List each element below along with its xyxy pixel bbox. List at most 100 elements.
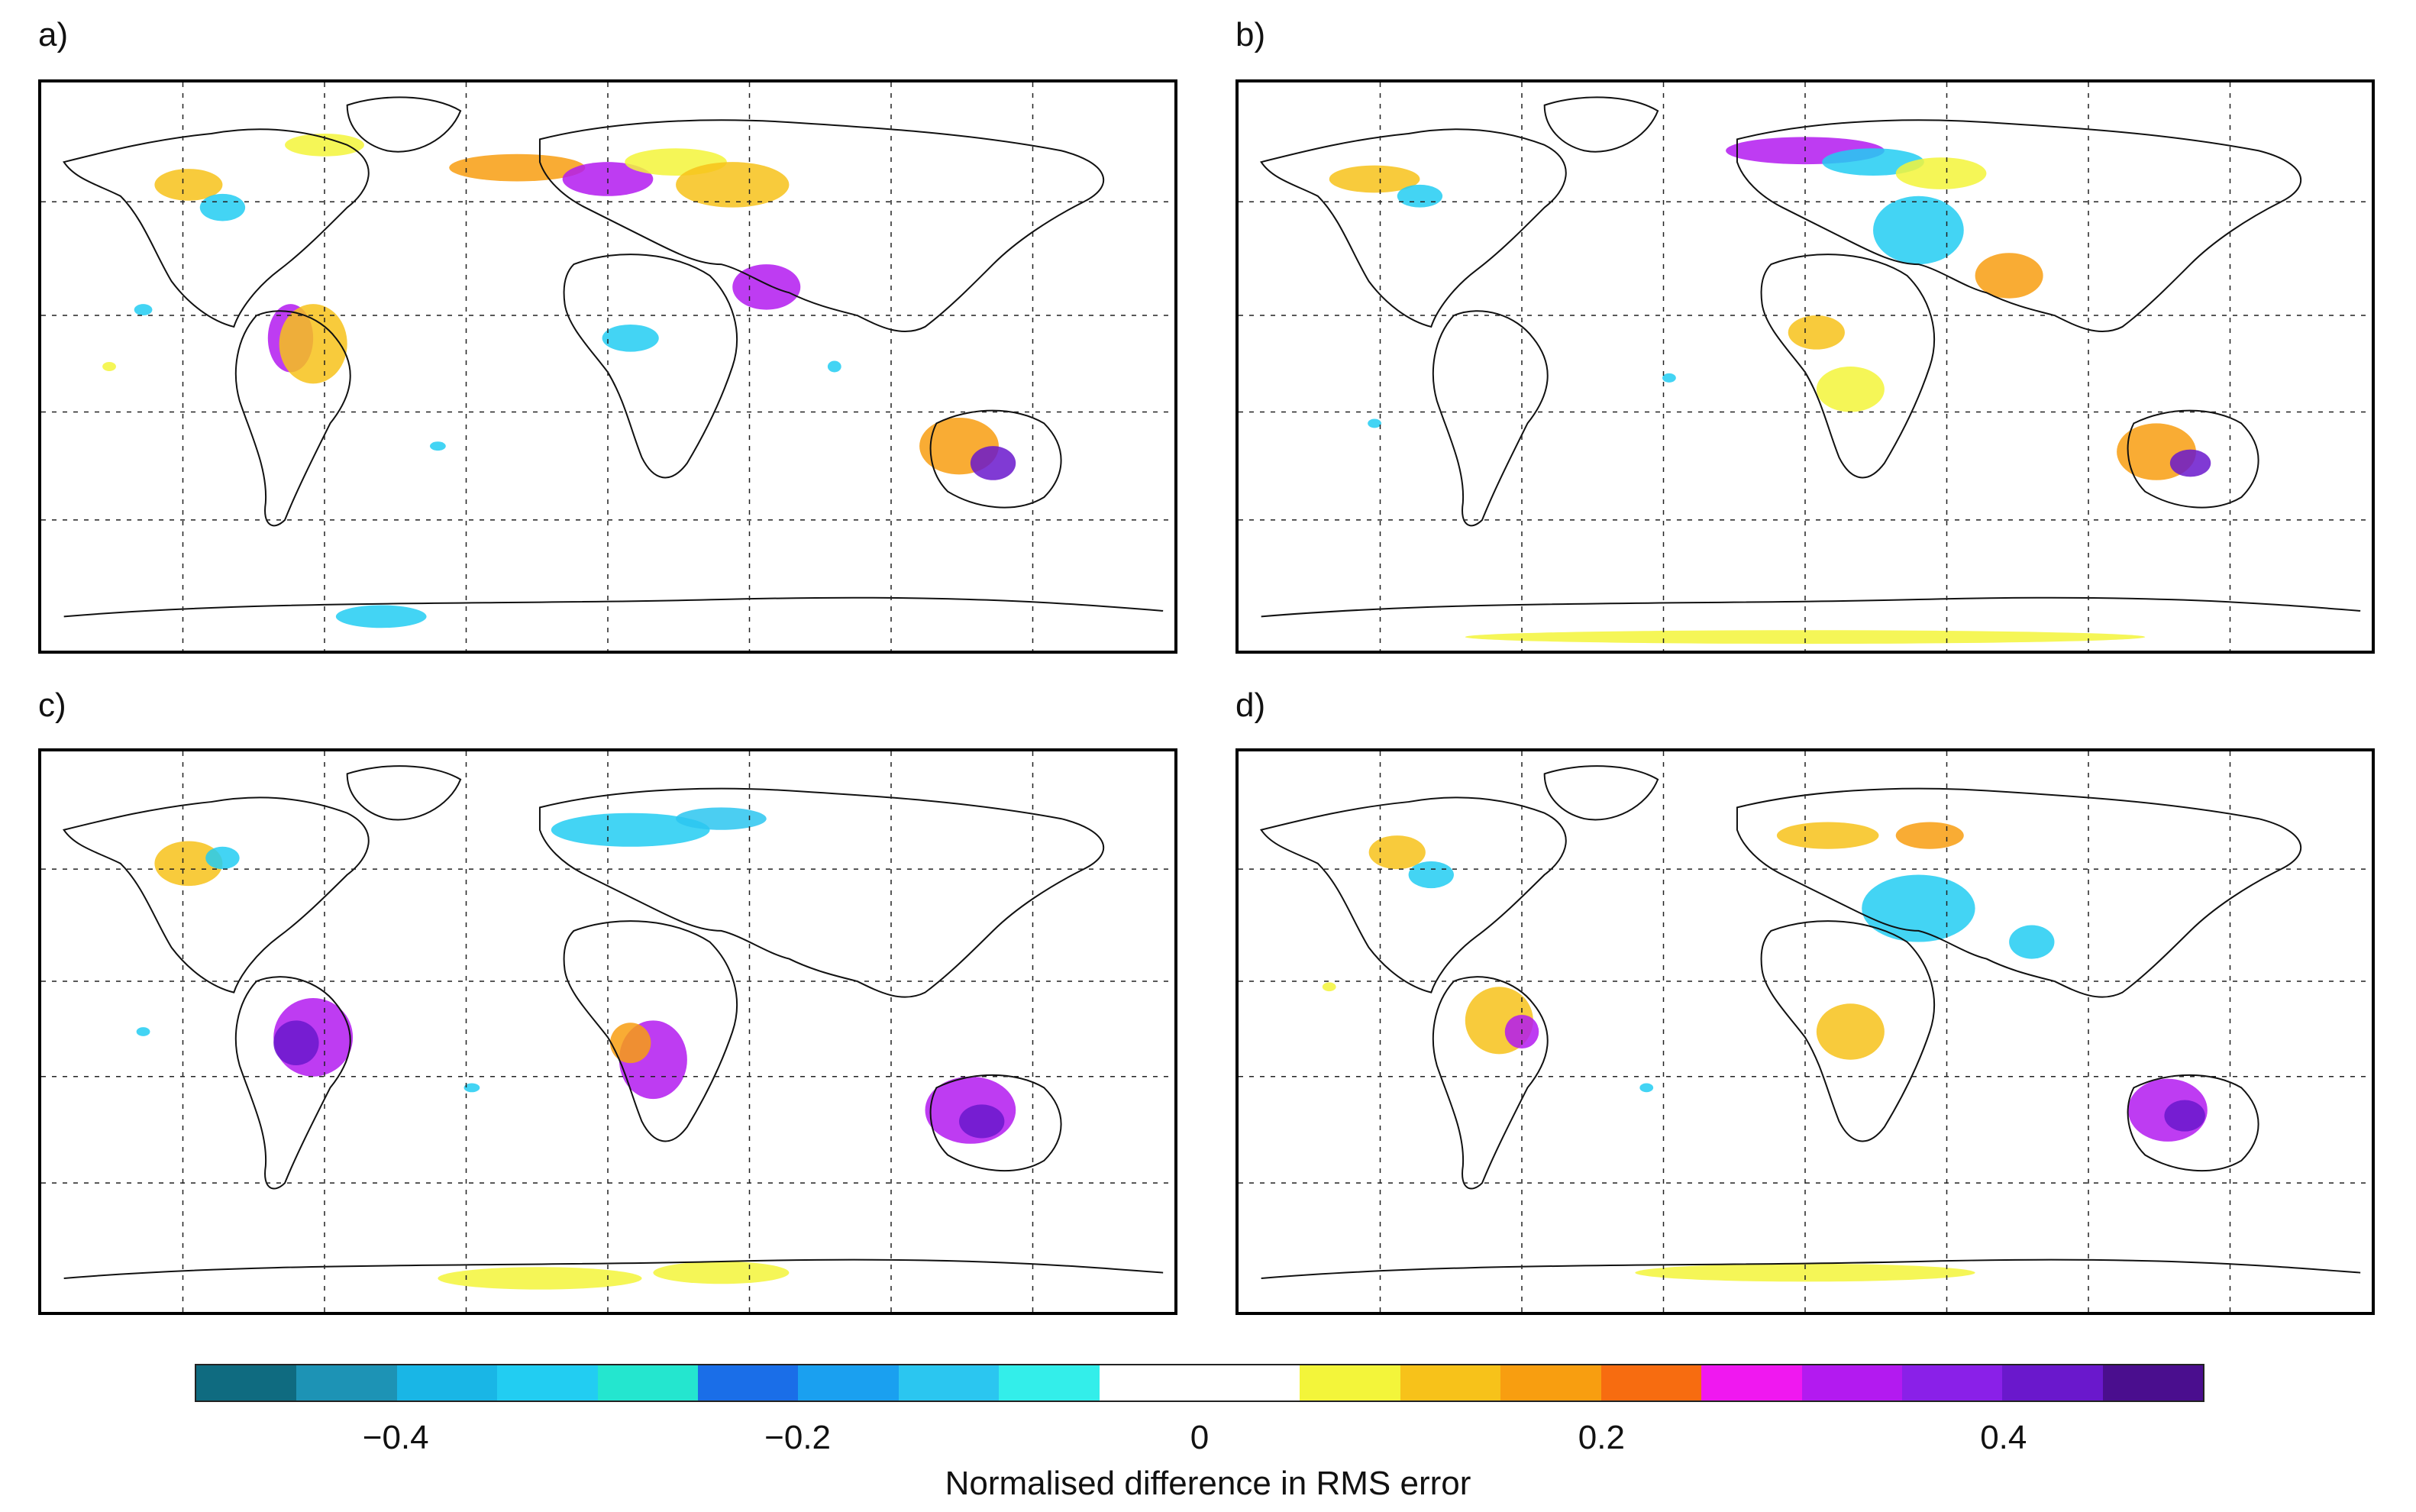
coastline [931,411,1061,508]
colorbar [195,1364,2204,1402]
panel-label-d: d) [1235,687,1266,724]
panel-label-a: a) [38,16,69,53]
coastline [2128,411,2259,508]
colorbar-swatch-17 [1901,1365,2003,1401]
colorbar-tick-label: −0.4 [362,1419,429,1456]
anomaly-blob [449,153,586,182]
map-canvas-c [41,751,1174,1312]
colorbar-tick-label: 0.2 [1578,1419,1625,1456]
coastline [540,789,1103,997]
anomaly-blob [959,1104,1005,1139]
colorbar-swatch-18 [2002,1365,2103,1401]
map-panel-b [1235,79,2375,654]
panel-label-b: b) [1235,16,1266,53]
coastline [1433,977,1548,1188]
map-panel-d [1235,748,2375,1315]
coastline [236,977,350,1188]
anomaly-blob [430,441,446,451]
colorbar-swatch-10 [1200,1365,1300,1401]
coastline [347,97,460,151]
colorbar-swatch-8 [999,1365,1100,1401]
colorbar-swatch-7 [898,1365,1000,1401]
coastline [1545,97,1658,151]
colorbar-swatch-13 [1500,1365,1601,1401]
colorbar-swatch-3 [497,1365,598,1401]
anomaly-blob [1816,367,1885,412]
anomaly-blob [154,841,223,887]
anomaly-blob [279,304,347,384]
anomaly-blob [676,807,767,830]
anomaly-blob [1975,253,2043,299]
map-canvas-b [1239,82,2372,651]
anomaly-blob [676,162,790,208]
coastline [1261,1260,2360,1278]
colorbar-swatch-6 [798,1365,899,1401]
anomaly-blob [154,169,223,201]
anomaly-blob [732,264,801,310]
anomaly-blob [1639,1083,1654,1093]
coastline [347,766,460,819]
anomaly-blob [2164,1100,2205,1132]
coastline [1261,598,2360,617]
anomaly-blob [653,1261,790,1284]
anomaly-blob [609,1023,651,1064]
anomaly-blob [102,362,116,371]
anomaly-blob [551,813,710,847]
anomaly-blob [1788,315,1845,350]
colorbar-swatch-16 [1801,1365,1902,1401]
anomaly-blob [438,1267,642,1290]
coastline [64,1260,1163,1278]
anomaly-blob [1895,822,1964,849]
anomaly-blob [1662,373,1676,383]
anomaly-blob [602,324,659,352]
coastline [64,598,1163,617]
anomaly-blob [134,304,153,316]
coastline [1545,766,1658,819]
colorbar-swatch-15 [1701,1365,1802,1401]
coastline [64,129,369,327]
anomaly-blob [463,1083,480,1093]
coastline [1433,311,1548,525]
coastline [64,797,369,992]
colorbar-tick-label: −0.2 [764,1419,832,1456]
anomaly-blob [1329,165,1420,193]
anomaly-blob [1862,874,1975,942]
anomaly-blob [335,605,427,628]
anomaly-blob [1895,157,1987,189]
colorbar-swatch-4 [597,1365,699,1401]
coastline [564,254,738,477]
colorbar-swatch-1 [296,1365,397,1401]
anomaly-blob [1816,1003,1885,1060]
colorbar-swatch-9 [1099,1365,1200,1401]
colorbar-swatch-2 [396,1365,498,1401]
anomaly-blob [1776,822,1879,849]
anomaly-blob [199,193,246,221]
colorbar-swatch-14 [1600,1365,1702,1401]
anomaly-blob [285,133,364,157]
anomaly-blob [2169,449,2211,477]
coastline [564,921,738,1141]
colorbar-swatch-5 [698,1365,799,1401]
anomaly-blob [1408,861,1454,889]
coastline [1261,129,1566,327]
coastline [1762,921,1935,1141]
anomaly-blob [1465,630,2146,645]
anomaly-blob [273,1020,319,1066]
coastline [540,120,1103,331]
coastline [1762,254,1935,477]
anomaly-blob [970,446,1016,480]
map-canvas-a [41,82,1174,651]
anomaly-blob [205,846,240,870]
coastline [1261,797,1566,992]
colorbar-swatch-19 [2102,1365,2204,1401]
map-panel-a [38,79,1177,654]
anomaly-blob [1368,418,1381,428]
coastline [236,311,350,525]
anomaly-blob [1873,195,1964,265]
anomaly-blob [827,360,841,373]
colorbar-swatch-0 [196,1365,297,1401]
coastline [1737,789,2301,997]
anomaly-blob [2009,925,2055,959]
map-panel-c [38,748,1177,1315]
colorbar-swatch-11 [1300,1365,1400,1401]
